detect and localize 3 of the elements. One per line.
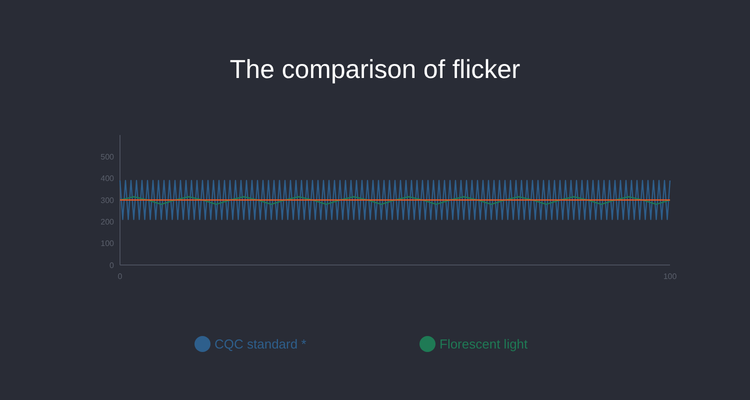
legend-label: CQC standard * [214,336,306,352]
legend-label: Florescent light [440,336,528,352]
chart-title: The comparison of flicker [230,54,521,84]
